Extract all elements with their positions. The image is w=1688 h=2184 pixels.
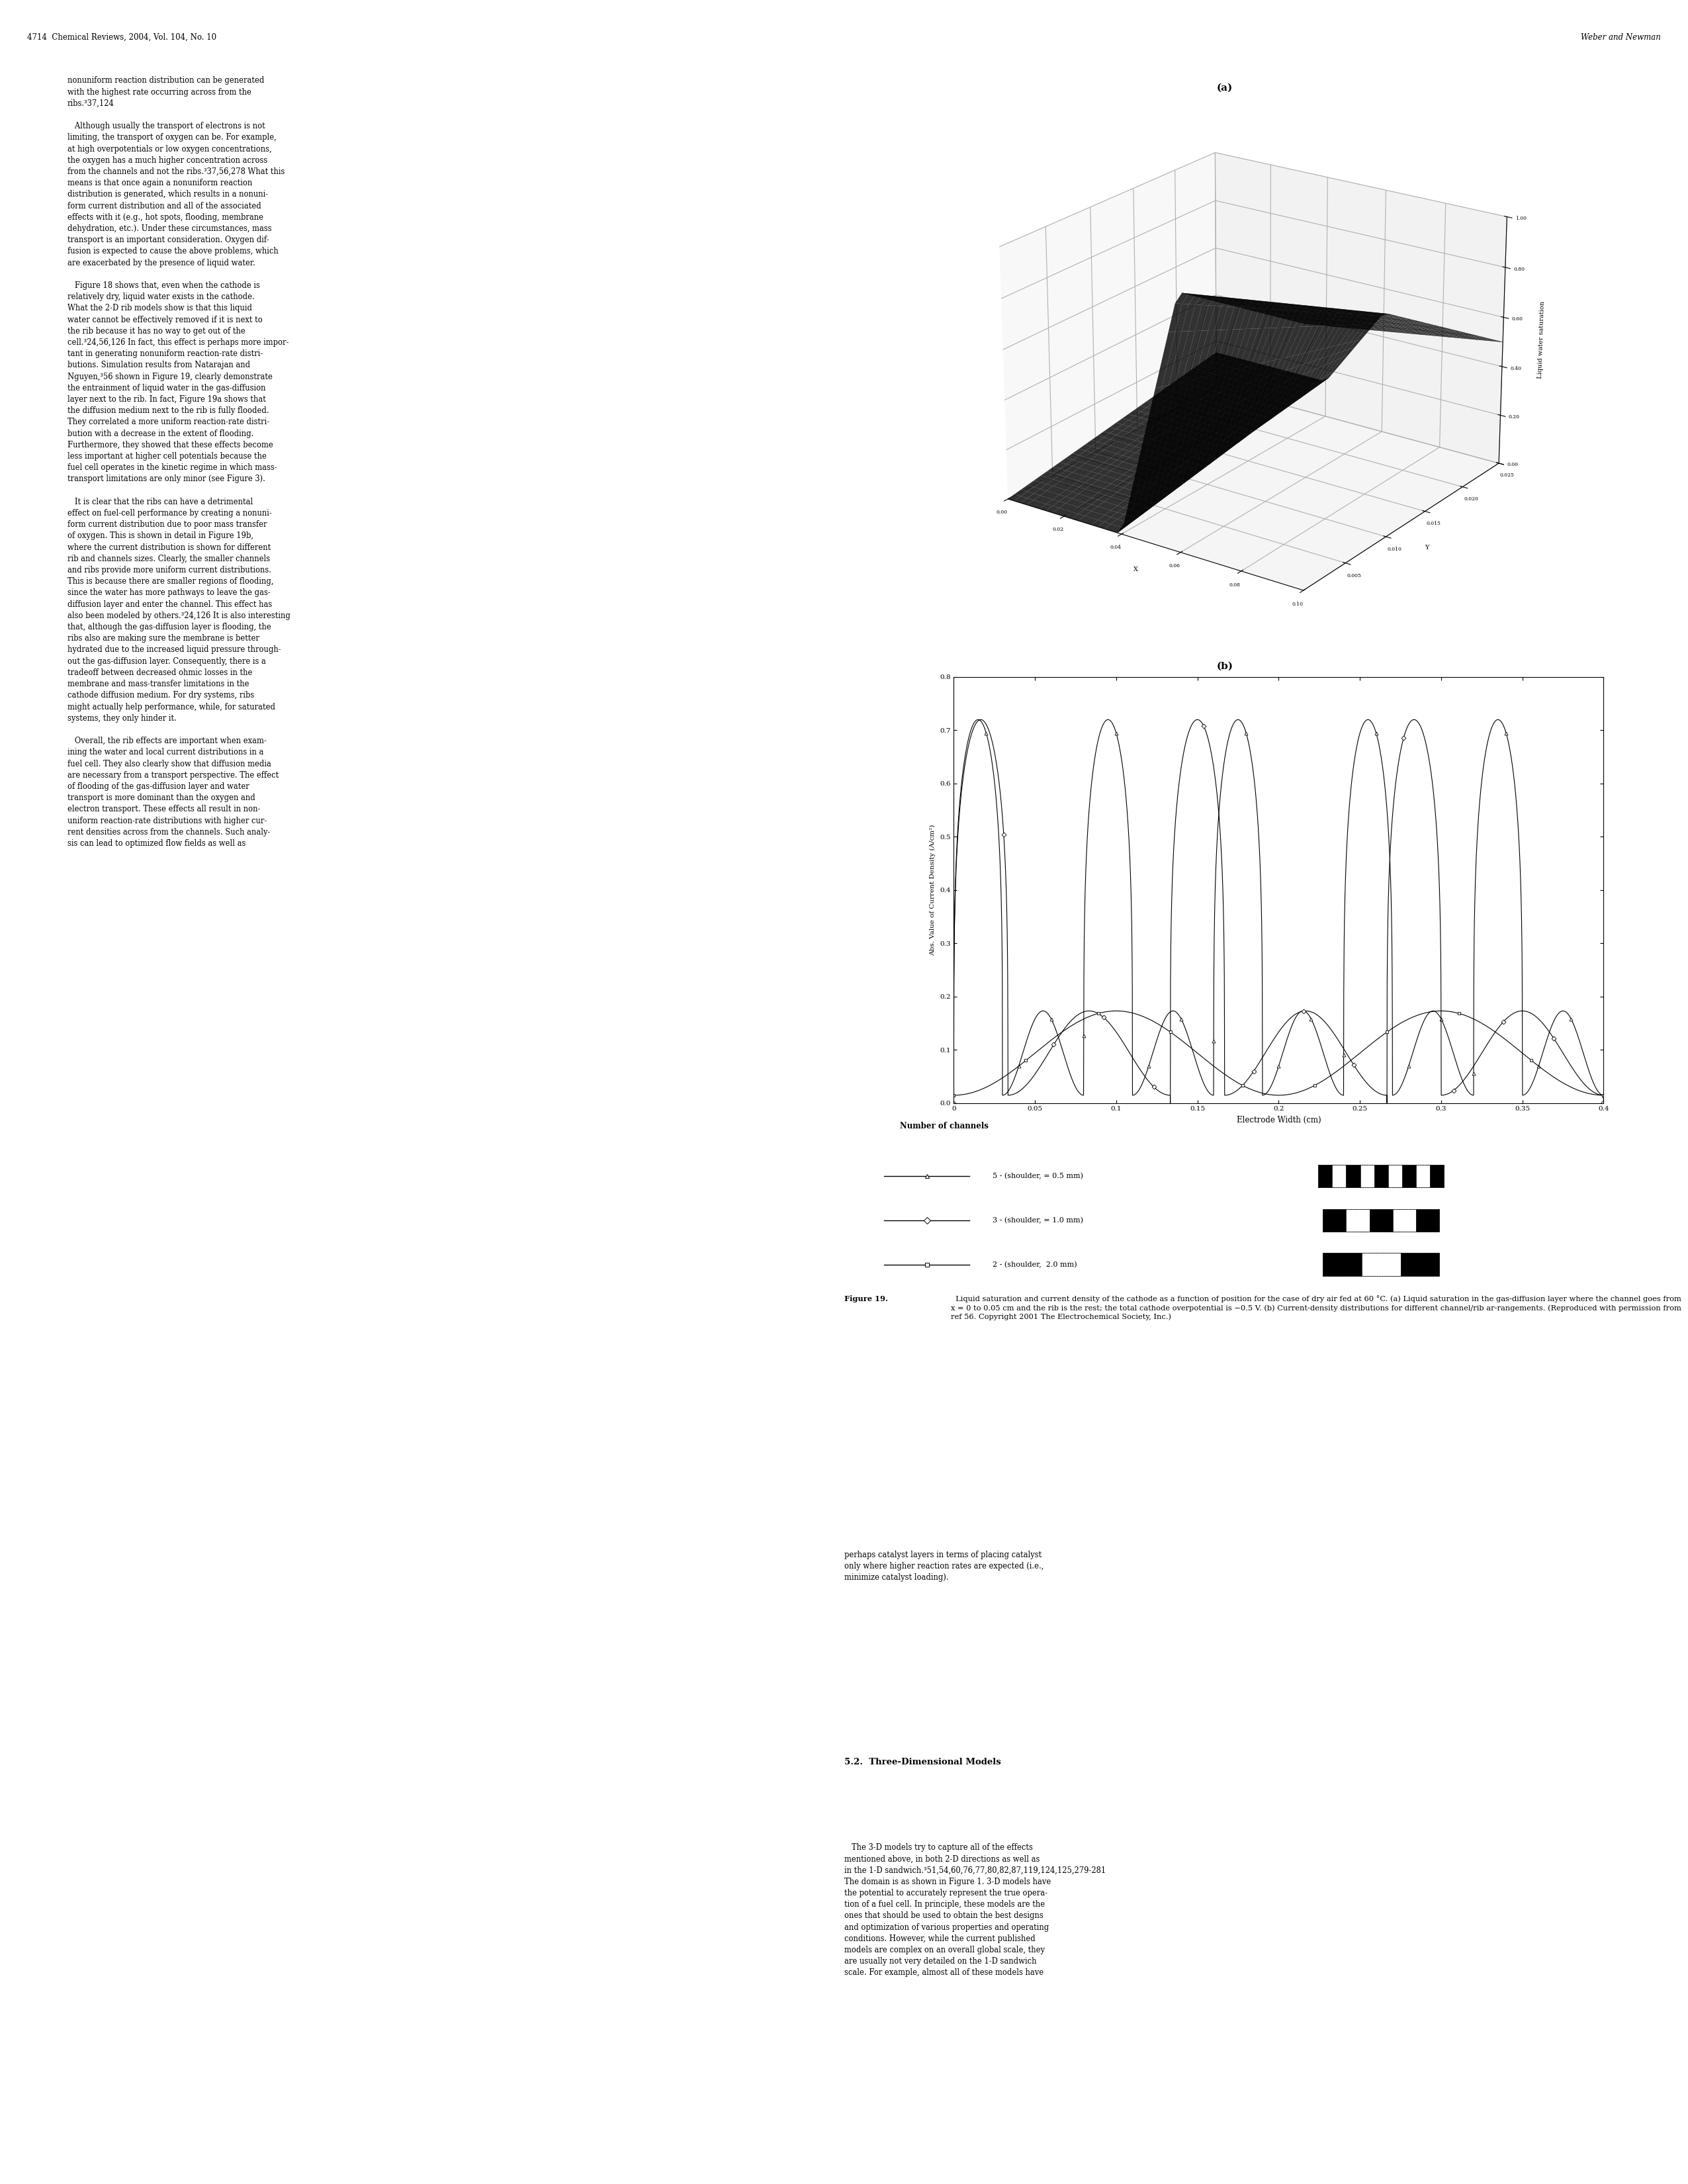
Bar bbox=[1393, 1210, 1416, 1232]
X-axis label: Electrode Width (cm): Electrode Width (cm) bbox=[1236, 1116, 1322, 1125]
Text: (b): (b) bbox=[1217, 662, 1234, 670]
X-axis label: X: X bbox=[1133, 568, 1138, 572]
Text: 3 - (shoulder, = 1.0 mm): 3 - (shoulder, = 1.0 mm) bbox=[993, 1216, 1084, 1223]
Bar bbox=[1318, 1164, 1443, 1188]
Bar bbox=[1416, 1210, 1440, 1232]
Bar bbox=[1362, 1254, 1401, 1275]
Bar bbox=[1332, 1164, 1347, 1188]
Text: nonuniform reaction distribution can be generated
with the highest rate occurrin: nonuniform reaction distribution can be … bbox=[68, 76, 290, 847]
Text: 5.2.  Three-Dimensional Models: 5.2. Three-Dimensional Models bbox=[844, 1758, 1001, 1767]
Text: (a): (a) bbox=[1217, 83, 1232, 92]
Y-axis label: Y: Y bbox=[1425, 544, 1430, 550]
Text: 4714  Chemical Reviews, 2004, Vol. 104, No. 10: 4714 Chemical Reviews, 2004, Vol. 104, N… bbox=[27, 33, 216, 41]
Bar bbox=[1369, 1210, 1393, 1232]
Bar bbox=[1374, 1164, 1388, 1188]
Bar bbox=[1323, 1254, 1362, 1275]
Bar bbox=[1388, 1164, 1403, 1188]
Bar bbox=[1323, 1210, 1440, 1232]
Text: perhaps catalyst layers in terms of placing catalyst
only where higher reaction : perhaps catalyst layers in terms of plac… bbox=[844, 1551, 1043, 1581]
Bar bbox=[1430, 1164, 1443, 1188]
Bar bbox=[1347, 1164, 1361, 1188]
Text: Figure 19.: Figure 19. bbox=[844, 1295, 888, 1302]
Y-axis label: Abs. Value of Current Density (A/cm²): Abs. Value of Current Density (A/cm²) bbox=[930, 823, 935, 957]
Bar bbox=[1323, 1210, 1347, 1232]
Text: 5 - (shoulder, = 0.5 mm): 5 - (shoulder, = 0.5 mm) bbox=[993, 1173, 1084, 1179]
Bar bbox=[1323, 1254, 1440, 1275]
Bar bbox=[1416, 1164, 1430, 1188]
Text: 2 - (shoulder,  2.0 mm): 2 - (shoulder, 2.0 mm) bbox=[993, 1260, 1077, 1269]
Bar bbox=[1347, 1210, 1369, 1232]
Text: Weber and Newman: Weber and Newman bbox=[1582, 33, 1661, 41]
Text: Number of channels: Number of channels bbox=[900, 1123, 987, 1131]
Text: The 3-D models try to capture all of the effects
mentioned above, in both 2-D di: The 3-D models try to capture all of the… bbox=[844, 1843, 1106, 1977]
Bar bbox=[1403, 1164, 1416, 1188]
Text: Liquid saturation and current density of the cathode as a function of position f: Liquid saturation and current density of… bbox=[950, 1295, 1681, 1321]
Bar bbox=[1361, 1164, 1374, 1188]
Bar bbox=[1318, 1164, 1332, 1188]
Bar bbox=[1401, 1254, 1440, 1275]
